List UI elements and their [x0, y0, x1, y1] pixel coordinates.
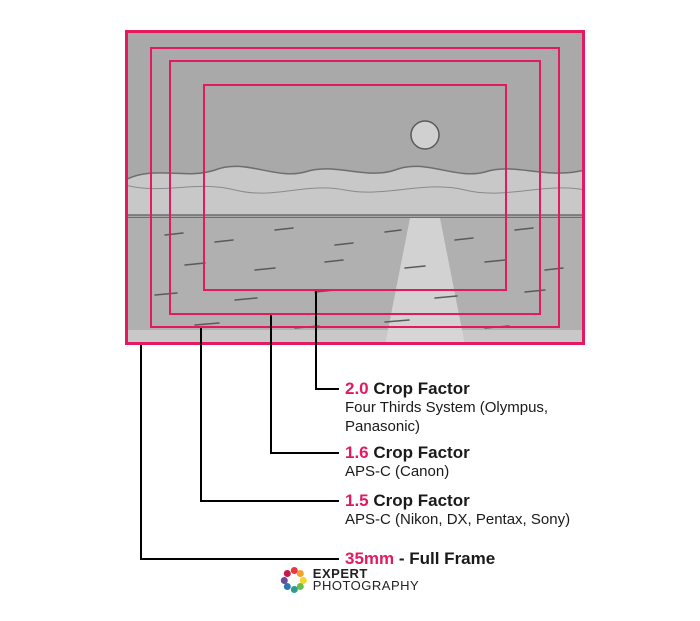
label-title-text: Crop Factor — [369, 379, 470, 398]
label-subtitle: Four Thirds System (Olympus, Panasonic) — [345, 399, 595, 437]
logo-dot-icon — [297, 583, 304, 590]
label-title-text: Crop Factor — [369, 491, 470, 510]
leader-line — [140, 345, 142, 558]
crop-frame-2_0x — [203, 84, 507, 292]
label-title-text: - Full Frame — [394, 549, 495, 568]
expert-photography-logo: EXPERT PHOTOGRAPHY — [281, 567, 419, 593]
crop-factor-diagram — [125, 30, 585, 345]
label-2_0x: 2.0 Crop FactorFour Thirds System (Olymp… — [345, 378, 595, 437]
leader-line — [200, 500, 339, 502]
leader-line — [200, 328, 202, 500]
label-subtitle: APS-C (Nikon, DX, Pentax, Sony) — [345, 511, 570, 530]
label-1_6x: 1.6 Crop FactorAPS-C (Canon) — [345, 442, 470, 482]
leader-line — [315, 291, 317, 388]
leader-line — [140, 558, 339, 560]
leader-line — [270, 452, 339, 454]
leader-line — [270, 315, 272, 452]
logo-mark-icon — [281, 567, 307, 593]
logo-dot-icon — [297, 570, 304, 577]
logo-dot-icon — [284, 583, 291, 590]
label-1_5x: 1.5 Crop FactorAPS-C (Nikon, DX, Pentax,… — [345, 490, 570, 530]
label-accent: 1.6 — [345, 443, 369, 462]
logo-text-line2: PHOTOGRAPHY — [313, 580, 419, 592]
label-accent: 2.0 — [345, 379, 369, 398]
leader-line — [315, 388, 339, 390]
label-title-text: Crop Factor — [369, 443, 470, 462]
label-accent: 1.5 — [345, 491, 369, 510]
label-subtitle: APS-C (Canon) — [345, 463, 470, 482]
logo-dot-icon — [281, 577, 288, 584]
logo-dot-icon — [284, 570, 291, 577]
logo-dot-icon — [290, 586, 297, 593]
